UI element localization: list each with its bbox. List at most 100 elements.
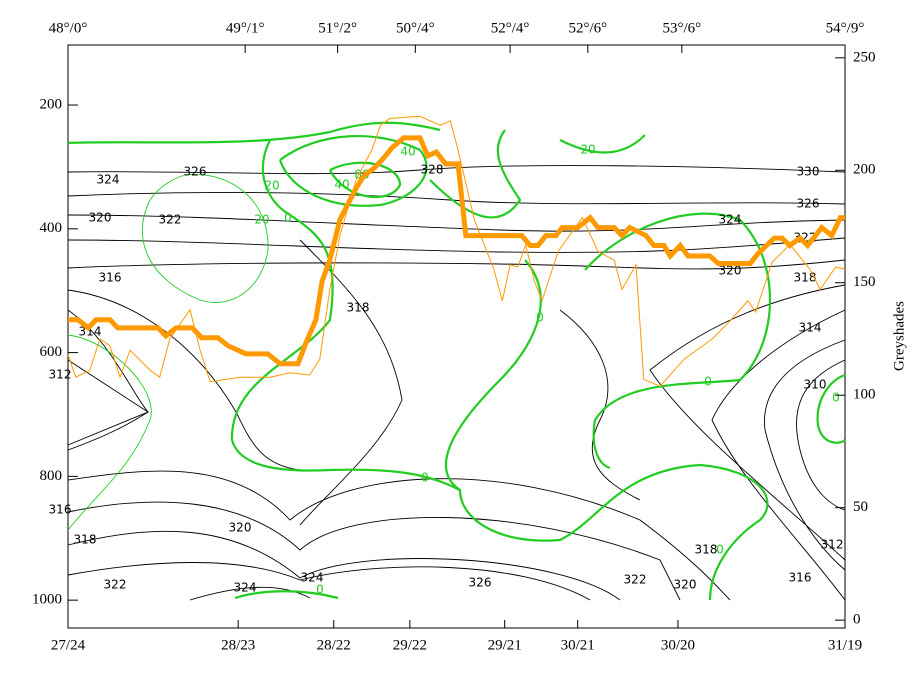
y-tick-label: 1000 — [32, 592, 62, 608]
contour — [67, 165, 846, 175]
series-line — [68, 135, 845, 367]
contour-label: 312 — [821, 538, 844, 552]
contour — [141, 174, 269, 303]
contour-label: 320 — [674, 578, 697, 592]
contour — [189, 586, 311, 601]
contour-label: 318 — [347, 301, 370, 315]
contour-label: 322 — [624, 573, 647, 587]
contour — [559, 309, 641, 501]
x2-tick-label: 53°/6° — [662, 20, 701, 36]
y-tick-label: 200 — [40, 96, 63, 112]
contour-label: 316 — [99, 271, 122, 285]
y2-tick-label: 150 — [853, 274, 876, 290]
contour — [299, 239, 403, 526]
contour — [67, 359, 149, 446]
x-tick-label: 30/21 — [561, 637, 595, 653]
contour — [444, 259, 542, 491]
contour-label: 324 — [719, 213, 742, 227]
contour-label: 20 — [264, 179, 279, 193]
contour-label: 312 — [49, 368, 72, 382]
contour — [67, 562, 591, 601]
x-tick-label: 31/19 — [828, 637, 862, 653]
x-tick-label: 28/22 — [317, 637, 351, 653]
contour — [816, 373, 846, 444]
contour-label: 318 — [74, 533, 97, 547]
contour-label: 326 — [469, 576, 492, 590]
contour — [764, 339, 846, 571]
contour-label: 324 — [234, 581, 257, 595]
contour-label: 328 — [421, 163, 444, 177]
contour — [796, 359, 846, 511]
contour-label: 20 — [580, 143, 595, 157]
contour-label: 0 — [832, 391, 840, 405]
contour-label: 0 — [704, 375, 712, 389]
contour — [234, 590, 339, 600]
contour-label: 324 — [301, 571, 324, 585]
contour-label: 326 — [797, 197, 820, 211]
contour — [67, 121, 441, 145]
contour-labels: 324 326 322 320 316 314 312 318 328 330 … — [49, 143, 844, 597]
x-tick-label: 27/24 — [51, 637, 86, 653]
x2-tick-label: 54°/9° — [826, 20, 865, 36]
y2-tick-label: 200 — [853, 162, 876, 178]
contour — [429, 129, 522, 219]
x-tick-label: 29/21 — [488, 637, 522, 653]
x2-tick-label: 52°/6° — [568, 20, 607, 36]
contour-label: 314 — [79, 325, 102, 339]
contour-label: 330 — [797, 165, 820, 179]
contour-label: 314 — [799, 321, 822, 335]
y2-tick-label: 100 — [853, 387, 876, 403]
x-tick-label: 28/23 — [221, 637, 255, 653]
contour — [67, 530, 621, 601]
contour-label: 0 — [421, 471, 429, 485]
contour-label: 40 — [334, 178, 349, 192]
contour-label: 322 — [159, 213, 182, 227]
contour-label: 326 — [184, 165, 207, 179]
contour — [67, 192, 846, 205]
contour-label: 0 — [536, 311, 544, 325]
contour-label: 318 — [794, 271, 817, 285]
x-tick-label: 30/20 — [661, 637, 695, 653]
contour — [67, 470, 731, 601]
contour-label: 318 — [695, 543, 718, 557]
contour-label: 320 — [229, 521, 252, 535]
contour — [67, 259, 846, 270]
contour-label: 322 — [104, 578, 127, 592]
contour-label: 316 — [789, 571, 812, 585]
contour — [278, 134, 428, 207]
contour-label: 20 — [254, 213, 269, 227]
contour — [67, 334, 152, 531]
y-tick-label: 400 — [40, 220, 63, 236]
contour-label: 40 — [400, 145, 415, 159]
contour — [230, 139, 769, 601]
contour-label: 0 — [716, 543, 724, 557]
contour — [67, 501, 681, 601]
contour — [559, 134, 646, 154]
y2-tick-label: 250 — [853, 49, 876, 65]
y2-axis-label: Greyshades — [891, 301, 907, 371]
x-tick-label: 29/22 — [393, 637, 427, 653]
x2-tick-label: 48°/0° — [49, 20, 88, 36]
contour-label: 310 — [804, 378, 827, 392]
contour — [329, 161, 402, 199]
contour-label: 316 — [49, 503, 72, 517]
y2-tick-label: 0 — [853, 612, 861, 628]
x2-tick-label: 50°/4° — [396, 20, 435, 36]
y-tick-label: 600 — [40, 344, 63, 360]
y-tick-label: 800 — [40, 468, 63, 484]
x2-tick-label: 52°/4° — [491, 20, 530, 36]
contour — [67, 214, 846, 232]
contour — [711, 309, 846, 601]
vertical-motion-contours — [67, 121, 846, 601]
x2-tick-label: 49°/1° — [226, 20, 265, 36]
contour — [584, 212, 772, 470]
contour-label: 324 — [97, 173, 120, 187]
plot-frame — [67, 44, 846, 629]
temperature-contours — [67, 165, 846, 601]
contour-label: 320 — [719, 264, 742, 278]
contour — [67, 237, 846, 253]
contour-label: 0 — [284, 211, 292, 225]
series-line — [67, 115, 846, 387]
